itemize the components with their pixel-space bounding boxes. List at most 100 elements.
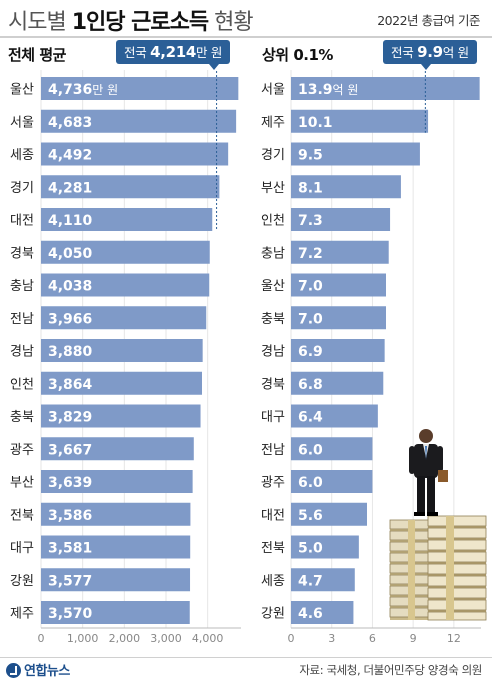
left-value-number: 3,639 [48,475,92,491]
left-value-label: 3,829 [48,410,92,426]
title-part-1: 시도별 [8,10,72,35]
right-value-number: 7.3 [298,213,323,229]
left-value-number: 3,966 [48,311,92,327]
right-bar [291,502,367,526]
right-bar [291,568,355,592]
left-value-number: 4,110 [48,213,93,229]
right-category-label: 부산 [261,181,285,196]
right-category-label: 제주 [261,115,285,130]
right-category-label: 경남 [261,345,285,360]
right-value-unit: 억 원 [333,83,359,97]
right-avg-unit: 억 원 [442,45,469,60]
left-value-label: 4,736만 원 [48,82,118,98]
left-value-label: 3,577 [48,573,92,589]
left-avg-prefix: 전국 [124,45,151,60]
left-category-label: 울산 [10,83,34,98]
left-national-average-box: 전국 4,214만 원 [116,40,231,64]
left-category-label: 경기 [10,181,34,196]
right-bar [291,339,385,362]
right-category-label: 대전 [261,508,285,523]
right-bar [291,77,480,100]
title-divider [0,36,492,38]
left-value-label: 3,570 [48,606,93,622]
title-part-3: 현황 [208,10,254,35]
right-bar [291,109,429,133]
left-bar [41,240,210,264]
left-bar [41,470,193,493]
right-category-label: 인천 [261,214,285,229]
left-avg-unit: 만 원 [196,45,223,60]
right-x-tick-label: 6 [369,632,376,645]
right-bar [291,437,373,461]
right-category-label: 광주 [261,476,285,491]
right-value-label: 6.0 [298,475,323,491]
left-value-number: 3,577 [48,573,92,589]
right-value-label: 10.1 [298,115,333,131]
left-bar [41,601,190,624]
right-bar [291,404,378,428]
right-value-label: 7.3 [298,213,323,229]
left-value-number: 4,736 [48,82,92,98]
left-value-label: 4,110 [48,213,93,229]
right-bar [291,240,389,264]
left-value-label: 4,281 [48,180,92,196]
right-x-tick-label: 12 [447,632,461,645]
right-value-label: 5.0 [298,541,323,557]
left-x-tick-label: 1,000 [67,632,99,645]
right-panel-title: 상위 0.1% [262,46,333,64]
right-value-number: 6.0 [298,442,323,458]
right-value-number: 6.0 [298,475,323,491]
right-value-label: 6.9 [298,344,323,360]
left-value-number: 4,492 [48,148,92,164]
right-value-number: 10.1 [298,115,333,131]
left-bar [41,339,203,362]
left-bar [41,535,191,559]
right-value-number: 4.6 [298,606,323,622]
left-value-label: 3,667 [48,442,92,458]
right-value-label: 5.6 [298,508,323,524]
left-category-label: 부산 [10,476,34,491]
yonhap-logo: 연합뉴스 [6,660,70,680]
left-category-label: 인천 [10,377,34,392]
left-value-label: 4,492 [48,148,92,164]
right-bar [291,208,391,231]
left-category-label: 제주 [10,607,34,622]
left-x-tick-label: 4,000 [192,632,224,645]
right-x-tick-label: 0 [288,632,295,645]
right-category-label: 전북 [261,541,285,556]
left-bar [41,273,210,297]
right-bar [291,142,420,166]
title-part-2: 1인당 근로소득 [71,10,209,35]
left-value-unit: 만 원 [92,83,118,97]
right-bar [291,175,401,199]
left-category-label: 전남 [10,312,34,327]
right-category-label: 충북 [261,312,285,327]
right-value-label: 7.0 [298,311,323,327]
left-x-tick-label: 0 [38,632,45,645]
left-bar [41,109,237,133]
money-stacks [389,515,487,621]
right-value-label: 6.8 [298,377,323,393]
basis-note: 2022년 총급여 기준 [377,13,480,28]
right-category-label: 대구 [261,410,285,425]
right-bar [291,470,373,493]
right-value-number: 7.0 [298,311,323,327]
left-bar [41,404,201,428]
right-value-number: 6.4 [298,410,323,426]
right-value-number: 5.6 [298,508,323,524]
right-value-number: 6.9 [298,344,323,360]
left-value-number: 3,880 [48,344,93,360]
right-value-number: 8.1 [298,180,323,196]
left-bar [41,77,239,100]
left-bar [41,371,202,395]
right-national-average-box: 전국 9.9억 원 [383,40,477,64]
left-category-label: 전북 [10,508,34,523]
right-value-number: 13.9 [298,82,333,98]
left-category-label: 강원 [10,574,34,589]
right-value-number: 4.7 [298,573,323,589]
left-value-number: 3,570 [48,606,93,622]
right-avg-prefix: 전국 [391,45,418,60]
left-panel-title: 전체 평균 [8,46,66,64]
right-value-label: 7.2 [298,246,323,262]
left-value-label: 3,880 [48,344,93,360]
